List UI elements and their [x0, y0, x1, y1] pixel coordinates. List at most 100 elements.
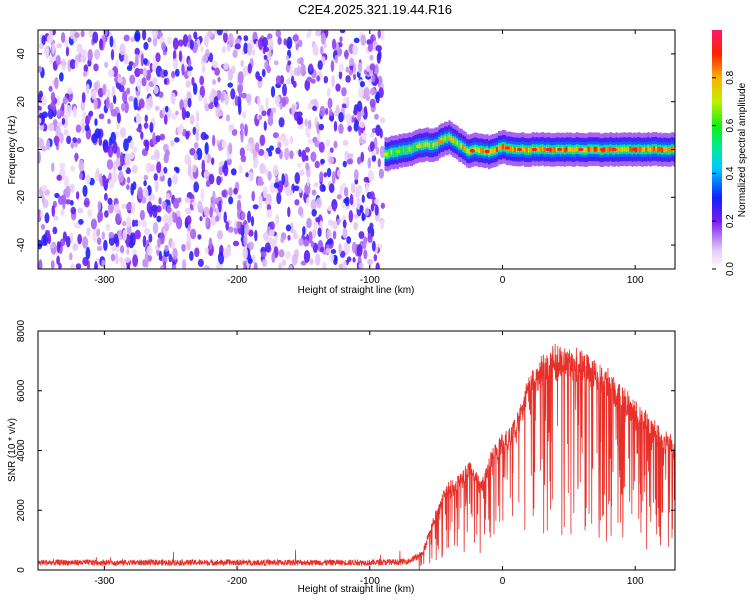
- noise-speckle: [342, 219, 347, 229]
- noise-speckle: [272, 164, 279, 177]
- ridge-peak: [437, 139, 443, 144]
- noise-speckle: [358, 262, 364, 269]
- ridge-core: [555, 147, 559, 152]
- noise-speckle: [54, 192, 60, 199]
- noise-speckle: [187, 70, 193, 77]
- noise-speckle: [343, 97, 347, 104]
- noise-speckle: [38, 42, 44, 50]
- noise-speckle: [134, 30, 141, 42]
- noise-speckle: [204, 247, 209, 254]
- noise-speckle: [179, 99, 185, 111]
- noise-speckle: [92, 31, 99, 44]
- noise-speckle: [346, 112, 352, 126]
- noise-speckle: [218, 200, 222, 213]
- noise-speckle: [93, 97, 98, 111]
- noise-speckle: [54, 77, 59, 90]
- noise-speckle: [110, 253, 116, 262]
- noise-speckle: [204, 134, 209, 140]
- noise-speckle: [41, 184, 48, 192]
- noise-speckle: [288, 189, 294, 196]
- noise-speckle: [184, 207, 190, 215]
- ridge-core: [659, 146, 662, 152]
- noise-speckle: [200, 46, 204, 53]
- noise-speckle: [156, 31, 164, 38]
- noise-speckle: [134, 219, 139, 227]
- noise-speckle: [267, 150, 273, 157]
- ridge-peak: [415, 144, 421, 149]
- ridge-core: [553, 147, 557, 153]
- noise-speckle: [248, 229, 254, 237]
- ridge-core: [627, 146, 630, 152]
- noise-speckle: [339, 30, 346, 34]
- noise-speckle: [131, 164, 138, 174]
- ridge-core: [619, 146, 622, 152]
- ridge-core: [462, 144, 465, 150]
- ridge-core: [400, 148, 404, 154]
- ridge-core: [460, 143, 463, 148]
- noise-speckle: [248, 171, 254, 182]
- noise-speckle: [261, 68, 266, 78]
- noise-speckle: [65, 46, 70, 57]
- noise-speckle: [212, 190, 216, 204]
- noise-speckle: [347, 153, 354, 159]
- ridge-core: [464, 146, 467, 151]
- ridge-core: [422, 142, 425, 148]
- noise-speckle: [91, 89, 97, 100]
- noise-speckle: [192, 126, 197, 135]
- noise-speckle: [312, 44, 319, 57]
- noise-speckle: [164, 244, 169, 252]
- noise-speckle: [165, 149, 170, 157]
- noise-speckle: [353, 37, 360, 44]
- noise-speckle: [297, 162, 302, 168]
- ridge-core: [390, 149, 394, 155]
- noise-speckle: [143, 174, 149, 181]
- ridge-core: [551, 147, 555, 153]
- noise-speckle: [269, 229, 275, 237]
- noise-speckle: [239, 123, 245, 131]
- noise-speckle: [305, 146, 311, 153]
- x-tick-label: -100: [360, 275, 380, 286]
- noise-speckle: [193, 142, 199, 149]
- noise-speckle: [287, 60, 292, 66]
- noise-speckle: [312, 105, 317, 112]
- ridge-core: [488, 150, 491, 155]
- noise-speckle: [298, 186, 303, 194]
- noise-speckle: [227, 68, 234, 81]
- noise-speckle: [358, 231, 365, 239]
- noise-speckle: [63, 175, 70, 189]
- noise-speckle: [356, 156, 362, 165]
- noise-speckle: [123, 164, 128, 171]
- noise-speckle: [57, 109, 61, 118]
- x-tick-label: 0: [500, 576, 506, 587]
- noise-speckle: [55, 54, 61, 66]
- noise-speckle: [222, 164, 226, 173]
- noise-speckle: [75, 191, 80, 200]
- noise-speckle: [315, 30, 322, 37]
- ridge-peak: [632, 147, 638, 152]
- noise-speckle: [247, 42, 253, 56]
- noise-speckle: [331, 171, 336, 185]
- noise-speckle: [284, 147, 290, 161]
- noise-speckle: [362, 130, 367, 141]
- noise-speckle: [336, 194, 342, 200]
- noise-speckle: [158, 197, 162, 205]
- ridge-core: [561, 146, 565, 152]
- noise-speckle: [327, 97, 333, 109]
- noise-speckle: [125, 202, 132, 211]
- noise-speckle: [165, 192, 171, 201]
- ridge-core: [529, 147, 533, 153]
- noise-speckle: [329, 147, 334, 153]
- noise-speckle: [289, 265, 293, 269]
- noise-speckle: [91, 133, 98, 144]
- noise-speckle: [44, 212, 50, 224]
- noise-speckle: [330, 60, 335, 73]
- noise-speckle: [172, 247, 178, 260]
- ridge-peak: [395, 149, 401, 154]
- noise-speckle: [299, 169, 305, 176]
- noise-speckle: [313, 182, 319, 188]
- noise-speckle: [336, 48, 342, 57]
- noise-speckle: [115, 252, 119, 265]
- noise-speckle: [109, 35, 114, 48]
- noise-speckle: [228, 33, 234, 47]
- noise-speckle: [65, 235, 71, 248]
